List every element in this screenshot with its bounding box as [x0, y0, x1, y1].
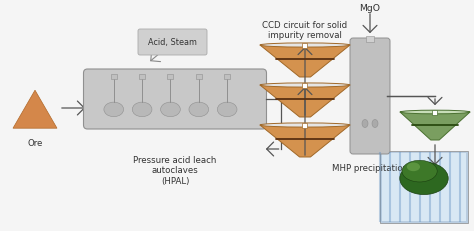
Ellipse shape	[189, 103, 209, 117]
Ellipse shape	[402, 161, 437, 182]
Bar	[432, 110, 438, 115]
Ellipse shape	[400, 111, 470, 114]
Polygon shape	[260, 46, 350, 78]
Polygon shape	[260, 86, 350, 118]
FancyBboxPatch shape	[83, 70, 266, 129]
Ellipse shape	[217, 103, 237, 117]
Ellipse shape	[260, 84, 350, 88]
Bar	[302, 123, 308, 128]
Text: MHP: MHP	[422, 170, 447, 180]
Ellipse shape	[362, 120, 368, 128]
Bar	[139, 75, 145, 80]
Text: MgO: MgO	[359, 4, 381, 13]
Bar	[167, 75, 173, 80]
Bar	[224, 75, 230, 80]
Ellipse shape	[407, 163, 420, 171]
Text: Ore: Ore	[27, 139, 43, 148]
Bar	[111, 75, 117, 80]
Text: MHP precipitation: MHP precipitation	[332, 163, 408, 172]
FancyBboxPatch shape	[350, 39, 390, 154]
Ellipse shape	[260, 44, 350, 48]
Polygon shape	[260, 125, 350, 157]
Text: Acid, Steam: Acid, Steam	[147, 38, 196, 47]
Bar	[366, 37, 374, 43]
Text: CCD circuit for solid
impurity removal: CCD circuit for solid impurity removal	[263, 21, 347, 40]
FancyBboxPatch shape	[138, 30, 207, 56]
Text: Pressure acid leach
autoclaves
(HPAL): Pressure acid leach autoclaves (HPAL)	[133, 155, 217, 185]
Ellipse shape	[104, 103, 124, 117]
Polygon shape	[400, 112, 470, 140]
Bar	[380, 151, 468, 223]
Bar	[302, 43, 308, 48]
Polygon shape	[13, 91, 57, 129]
Ellipse shape	[400, 162, 448, 195]
Ellipse shape	[161, 103, 180, 117]
Ellipse shape	[260, 123, 350, 128]
Ellipse shape	[372, 120, 378, 128]
Ellipse shape	[132, 103, 152, 117]
Bar	[382, 153, 466, 221]
Bar	[302, 83, 308, 88]
Bar	[196, 75, 202, 80]
